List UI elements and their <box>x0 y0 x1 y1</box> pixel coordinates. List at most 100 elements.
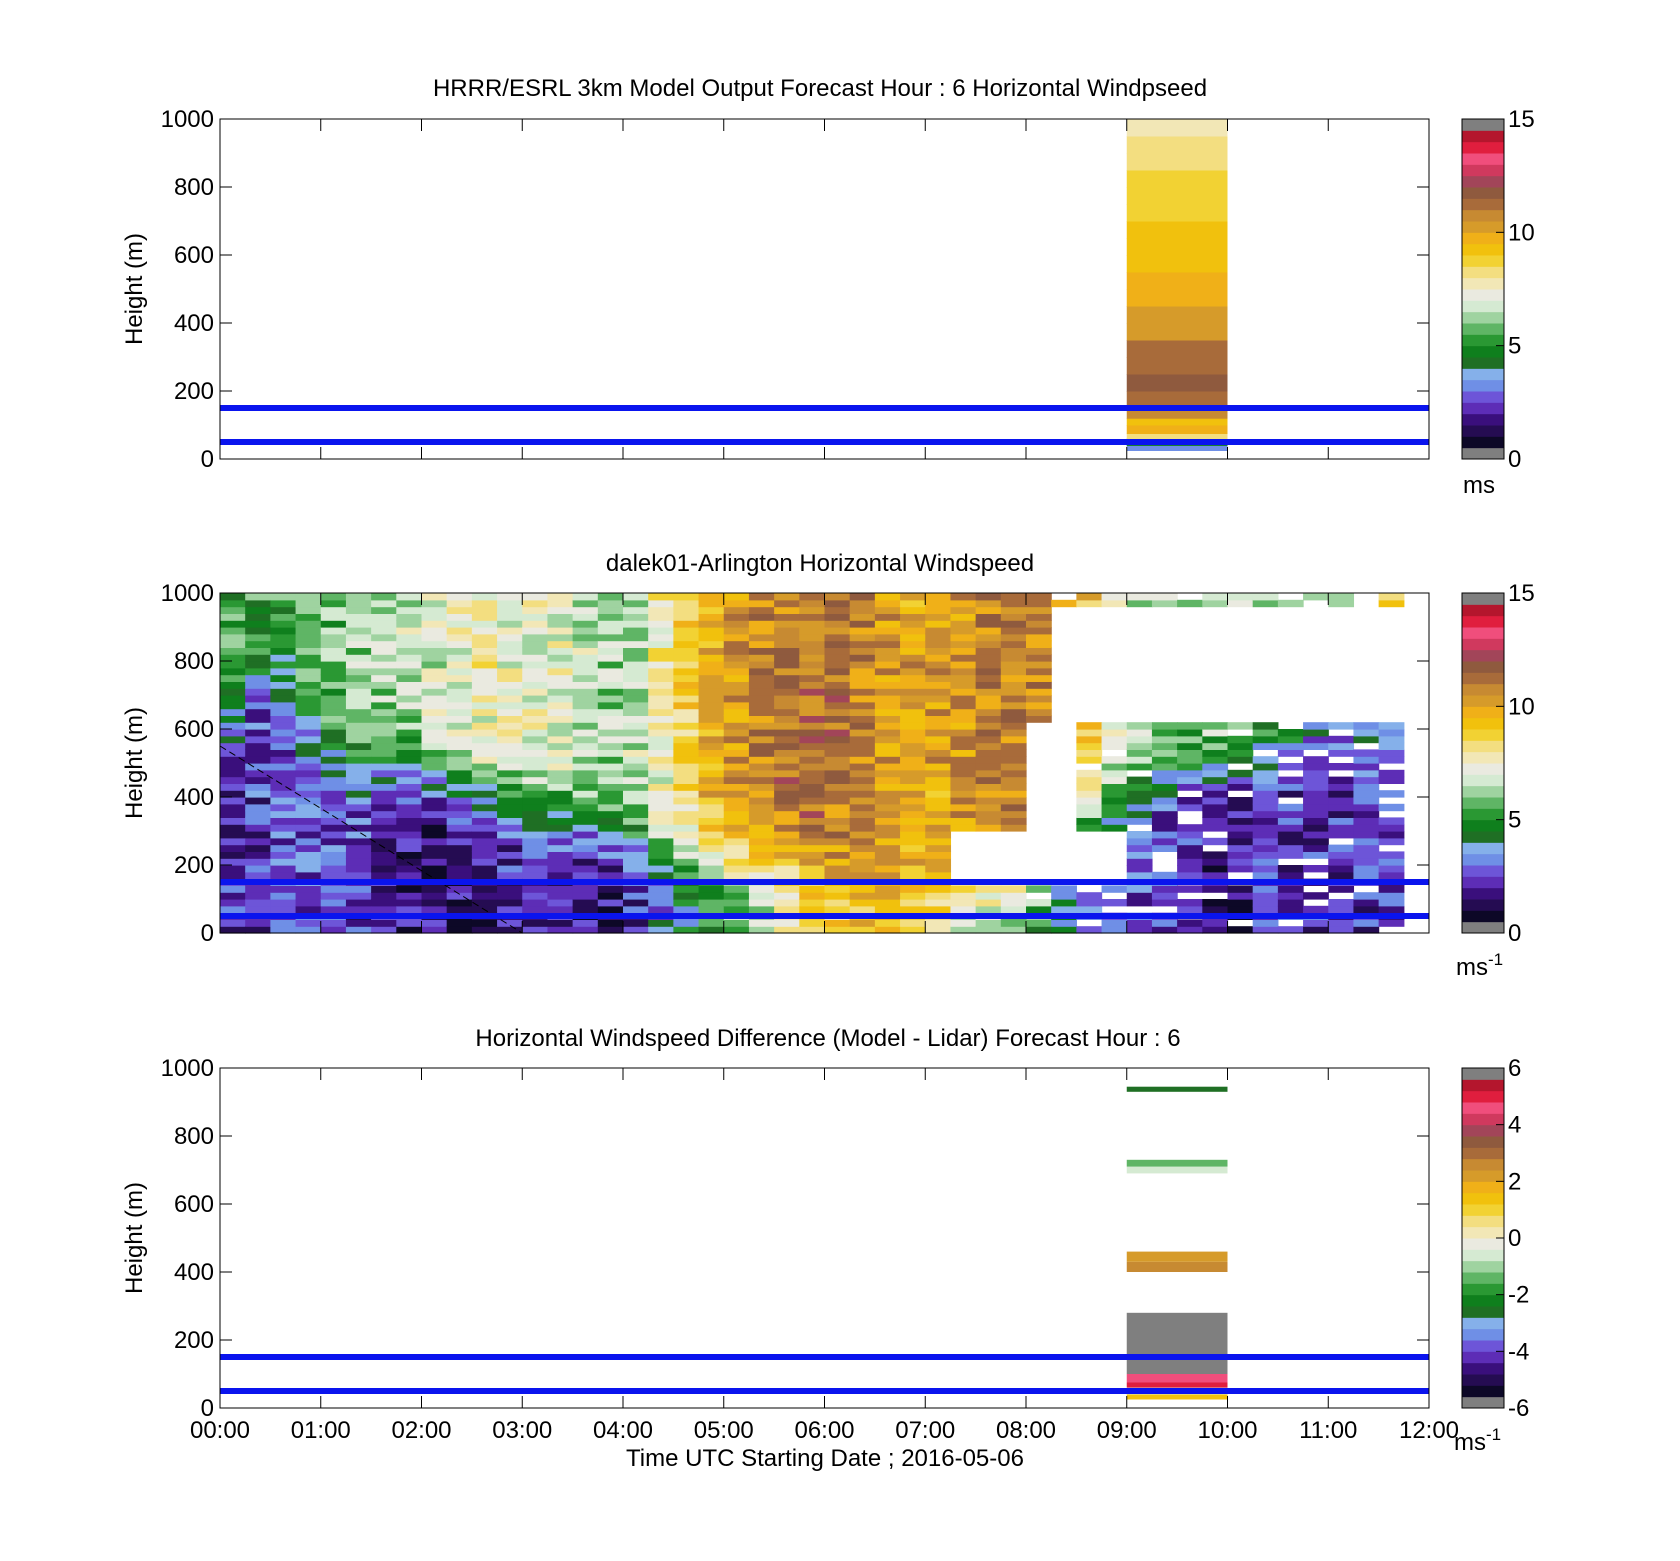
heatmap-cell <box>320 674 347 682</box>
heatmap-cell <box>345 769 372 778</box>
heatmap-cell <box>320 769 347 778</box>
heatmap-cell <box>1277 763 1304 771</box>
heatmap-cell <box>698 776 725 784</box>
heatmap-cell <box>1151 926 1178 934</box>
heatmap-cell <box>748 858 775 866</box>
heatmap-cell <box>270 613 297 621</box>
heatmap-cell <box>320 756 347 764</box>
heatmap-cell <box>270 756 297 764</box>
heatmap-cell <box>547 681 574 689</box>
heatmap-cell <box>371 824 397 832</box>
heatmap-cell <box>572 729 599 737</box>
heatmap-cell <box>371 722 397 730</box>
heatmap-cell <box>597 681 624 689</box>
heatmap-cell <box>270 620 297 628</box>
heatmap-cell <box>698 763 725 771</box>
heatmap-cell <box>421 695 448 703</box>
heatmap-cell <box>975 613 1002 621</box>
heatmap-cell <box>522 661 549 669</box>
heatmap-cell <box>396 899 423 907</box>
heatmap-cell <box>849 620 876 628</box>
heatmap-cell <box>1328 899 1355 907</box>
heatmap-cell <box>1151 742 1178 750</box>
heatmap-cell <box>572 865 599 873</box>
colorbar-cell <box>1462 1147 1504 1160</box>
heatmap-cell <box>874 695 901 703</box>
x-tick-label: 06:00 <box>794 1417 854 1444</box>
heatmap-cell <box>1303 763 1329 771</box>
colorbar-cell <box>1462 785 1504 798</box>
heatmap-cell <box>270 633 297 642</box>
heatmap-cell <box>245 667 271 676</box>
heatmap-cell <box>320 871 347 880</box>
heatmap-cell <box>295 851 322 859</box>
heatmap-cell <box>1277 905 1304 914</box>
heatmap-cell <box>245 701 271 710</box>
heatmap-cell <box>698 905 725 914</box>
heatmap-cell <box>320 620 347 628</box>
heatmap-cell <box>623 858 649 866</box>
heatmap-cell <box>1151 817 1178 825</box>
heatmap-cell <box>925 865 952 873</box>
heatmap-cell <box>1151 769 1178 778</box>
heatmap-cell <box>874 661 901 669</box>
heatmap-cell <box>723 722 750 730</box>
heatmap-cell <box>1126 1382 1228 1388</box>
heatmap-cell <box>1303 729 1329 737</box>
heatmap-cell <box>597 606 624 614</box>
heatmap-cell <box>1000 667 1027 676</box>
heatmap-cell <box>623 844 649 852</box>
heatmap-cell <box>874 803 901 812</box>
heatmap-cell <box>345 627 372 635</box>
heatmap-cell <box>421 640 448 648</box>
heatmap-cell <box>1328 790 1355 798</box>
heatmap-cell <box>320 701 347 710</box>
heatmap-cell <box>849 661 876 669</box>
heatmap-cell <box>849 599 876 608</box>
heatmap-cell <box>471 688 498 696</box>
heatmap-cell <box>950 647 977 655</box>
colorbar-cell <box>1462 1102 1504 1114</box>
heatmap-cell <box>597 810 624 818</box>
heatmap-cell <box>950 817 977 825</box>
colorbar-unit-base: ms <box>1454 1429 1486 1456</box>
heatmap-cell <box>547 749 574 757</box>
heatmap-cell <box>421 599 448 608</box>
heatmap-cell <box>320 735 347 744</box>
heatmap-cell <box>421 824 448 832</box>
heatmap-cell <box>799 593 826 601</box>
heatmap-cell <box>446 797 473 805</box>
heatmap-cell <box>774 729 800 737</box>
heatmap-cell <box>975 919 1002 927</box>
heatmap-cell <box>421 899 448 907</box>
colorbar-cell <box>1462 425 1504 437</box>
colorbar-cell <box>1462 1272 1504 1284</box>
heatmap-cell <box>1000 688 1027 696</box>
heatmap-cell <box>270 858 297 866</box>
heatmap-cell <box>975 599 1002 608</box>
heatmap-cell <box>597 797 624 805</box>
heatmap-cell <box>396 627 423 635</box>
heatmap-cell <box>1328 851 1355 859</box>
heatmap-cell <box>1227 844 1254 852</box>
heatmap-cell <box>648 858 674 866</box>
heatmap-cell <box>975 681 1002 689</box>
heatmap-cell <box>597 926 624 934</box>
heatmap-cell <box>723 667 750 676</box>
heatmap-cell <box>446 824 473 832</box>
heatmap-cell <box>1177 729 1203 737</box>
heatmap-cell <box>547 905 574 914</box>
heatmap-cell <box>799 837 826 846</box>
colorbar-cell <box>1462 729 1504 741</box>
heatmap-cell <box>673 688 700 696</box>
y-tick-label: 200 <box>174 378 214 405</box>
heatmap-cell <box>471 851 498 859</box>
heatmap-cell <box>1126 445 1228 451</box>
heatmap-cell <box>799 620 826 628</box>
heatmap-cell <box>799 817 826 825</box>
heatmap-cell <box>1126 255 1228 273</box>
heatmap-cell <box>1328 817 1355 825</box>
x-tick-label: 11:00 <box>1299 1417 1357 1444</box>
x-tick-label: 07:00 <box>895 1417 955 1444</box>
